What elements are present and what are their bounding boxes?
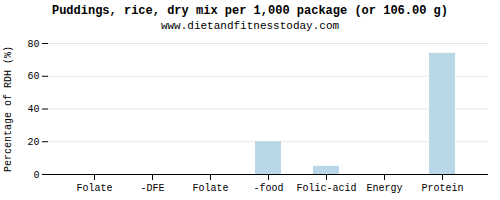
svg-text:Folate: Folate [76, 183, 112, 194]
svg-text:-food: -food [253, 183, 283, 194]
svg-text:40: 40 [27, 104, 39, 115]
svg-text:0: 0 [33, 170, 39, 181]
svg-text:-DFE: -DFE [140, 183, 164, 194]
svg-text:60: 60 [27, 71, 39, 82]
svg-text:Protein: Protein [421, 183, 463, 194]
html-text:Puddings, rice, dry mix per 1,: Puddings, rice, dry mix per 1,000 packag… [52, 4, 448, 18]
svg-text:Energy: Energy [366, 183, 402, 194]
svg-text:Percentage of RDH (%): Percentage of RDH (%) [3, 46, 14, 172]
html-text:www.dietandfitnesstoday.com: www.dietandfitnesstoday.com [160, 20, 340, 32]
svg-text:80: 80 [27, 39, 39, 50]
svg-text:Folic-acid: Folic-acid [296, 183, 356, 194]
svg-text:Folate: Folate [192, 183, 228, 194]
svg-text:20: 20 [27, 137, 39, 148]
